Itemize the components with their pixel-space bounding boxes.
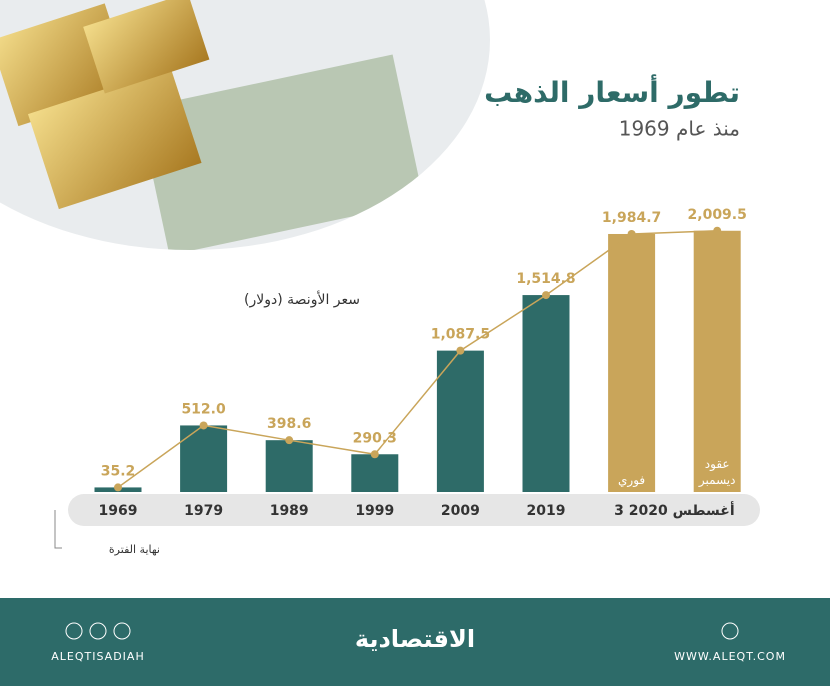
category-strip [68, 494, 760, 526]
value-label: 1,087.5 [431, 327, 490, 343]
point [542, 291, 550, 300]
bracket [54, 510, 62, 549]
value-label: 35.2 [101, 463, 136, 479]
footer-band [0, 598, 830, 686]
x-tick-label: 1979 [184, 503, 223, 519]
x-tick-label: 1969 [99, 503, 138, 519]
bar [608, 233, 656, 492]
icon[interactable] [89, 622, 107, 640]
point [713, 226, 722, 235]
point [627, 229, 636, 238]
point [199, 421, 208, 430]
title: تطور أسعار الذهب [484, 74, 740, 109]
x-tick-label: 1999 [355, 503, 394, 519]
bar [436, 350, 484, 492]
value-label: 512.0 [181, 401, 226, 417]
x-note: نهاية الفترة [109, 543, 160, 556]
icon[interactable] [65, 622, 83, 640]
y-label: سعر الأونصة (دولار) [244, 290, 360, 308]
x-tick-label: 2009 [441, 503, 480, 519]
bar [351, 454, 399, 492]
bar [180, 425, 228, 492]
value-label: 1,984.7 [602, 210, 661, 226]
website[interactable]: WWW.ALEQT.COM [674, 650, 786, 663]
point [285, 436, 294, 445]
bar [522, 295, 570, 492]
value-label: 398.6 [267, 416, 311, 432]
subtitle: منذ عام 1969 [619, 117, 740, 141]
bar-inner-label: عقود ديسمبر [698, 457, 736, 487]
x-tick-label: 1989 [270, 503, 309, 519]
x-tick-label: 2019 [527, 503, 566, 519]
bar [693, 230, 741, 492]
point [370, 450, 379, 459]
icon[interactable] [721, 622, 739, 640]
point [114, 483, 122, 492]
value-label: 2,009.5 [688, 207, 747, 223]
value-label: 290.3 [353, 430, 397, 446]
bar [265, 440, 313, 492]
icon[interactable] [113, 622, 131, 640]
x-group-label: 3 أغسطس 2020 [614, 501, 735, 519]
value-label: 1,514.8 [516, 271, 575, 287]
bar-inner-label: فوري [618, 473, 646, 487]
social: ALEQTISADIAH [51, 650, 144, 663]
logo: الاقتصادية [355, 625, 475, 653]
trend-line [117, 230, 718, 489]
photo [0, 0, 490, 250]
point [456, 346, 465, 355]
